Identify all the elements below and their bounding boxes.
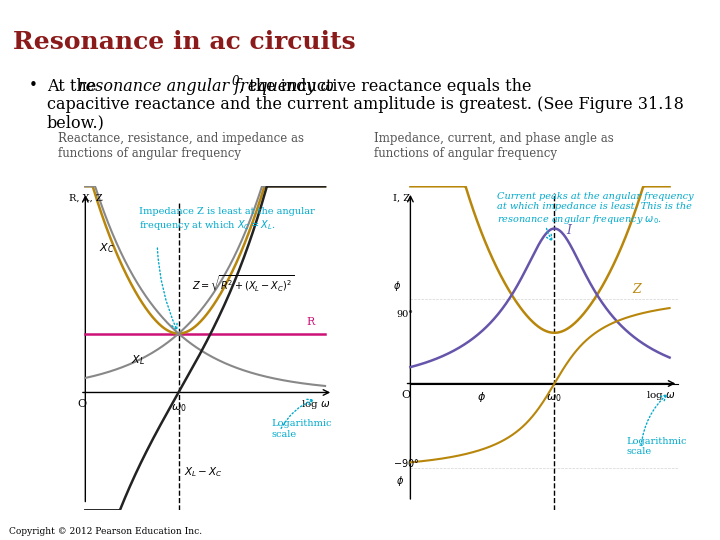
Text: 90°: 90° [396, 310, 413, 319]
Text: $\phi$: $\phi$ [396, 474, 404, 488]
Text: $\omega_0$: $\omega_0$ [171, 402, 186, 414]
Text: resonance angular frequency ω: resonance angular frequency ω [78, 78, 333, 95]
Text: $\phi$: $\phi$ [477, 390, 485, 404]
Text: Reactance, resistance, and impedance as
functions of angular frequency: Reactance, resistance, and impedance as … [58, 132, 304, 160]
Text: $X_L$: $X_L$ [130, 353, 145, 367]
Text: $\phi$: $\phi$ [393, 279, 401, 293]
Text: Z: Z [632, 284, 641, 296]
Text: Impedance Z is least at the angular
frequency at which $X_C = X_L$.: Impedance Z is least at the angular freq… [138, 207, 315, 232]
Text: log $\omega$: log $\omega$ [646, 389, 675, 402]
Text: $Z = \sqrt{R^2 + (X_L - X_C)^2}$: $Z = \sqrt{R^2 + (X_L - X_C)^2}$ [192, 273, 294, 293]
Text: •: • [29, 78, 37, 93]
Text: R, X, Z: R, X, Z [69, 194, 103, 203]
Text: $\omega_0$: $\omega_0$ [546, 393, 562, 404]
Text: Logarithmic
scale: Logarithmic scale [626, 436, 687, 456]
Text: $X_L - X_C$: $X_L - X_C$ [184, 465, 222, 479]
Text: O: O [77, 399, 86, 409]
Text: Resonance in ac circuits: Resonance in ac circuits [13, 30, 356, 53]
Text: Copyright © 2012 Pearson Education Inc.: Copyright © 2012 Pearson Education Inc. [9, 526, 202, 536]
Text: Current peaks at the angular frequency
at which impedance is least. This is the
: Current peaks at the angular frequency a… [497, 192, 693, 226]
Text: , the inductive reactance equals the: , the inductive reactance equals the [239, 78, 531, 95]
Text: R: R [307, 317, 315, 327]
Text: log $\omega$: log $\omega$ [301, 398, 330, 411]
Text: I: I [566, 224, 571, 237]
Text: Logarithmic
scale: Logarithmic scale [272, 419, 333, 438]
Text: O: O [402, 389, 411, 400]
Text: I, Z: I, Z [393, 193, 410, 202]
Text: $-90°$: $-90°$ [393, 457, 420, 469]
Text: $X_C$: $X_C$ [99, 241, 114, 255]
Text: 0: 0 [232, 75, 239, 87]
Text: capacitive reactance and the current amplitude is greatest. (See Figure 31.18: capacitive reactance and the current amp… [47, 96, 684, 113]
Text: below.): below.) [47, 114, 104, 131]
Text: Impedance, current, and phase angle as
functions of angular frequency: Impedance, current, and phase angle as f… [374, 132, 614, 160]
Text: At the: At the [47, 78, 102, 95]
